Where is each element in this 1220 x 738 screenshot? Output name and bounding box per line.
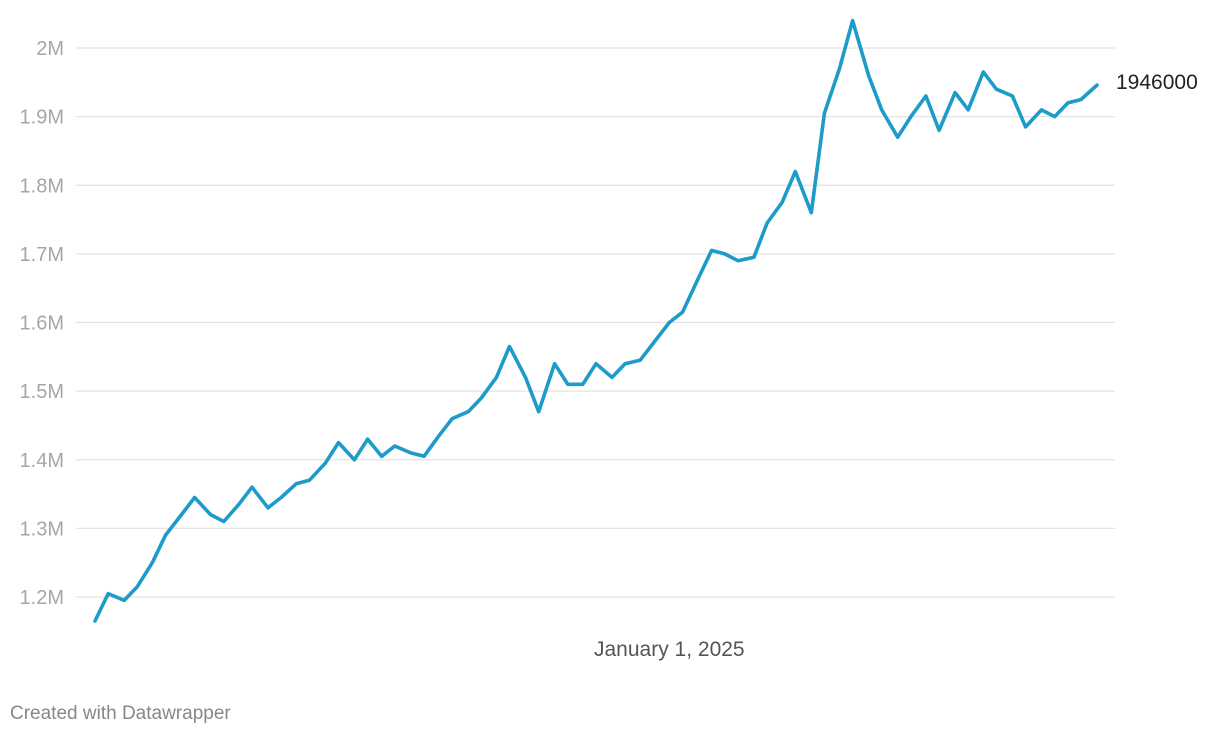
data-point	[164, 533, 167, 537]
data-point	[307, 478, 311, 482]
data-point	[294, 482, 298, 486]
data-point	[924, 94, 928, 98]
y-tick-label: 2M	[36, 38, 64, 60]
y-tick-label: 1.2M	[20, 587, 64, 609]
data-point	[106, 592, 110, 595]
data-point	[793, 170, 797, 173]
data-point	[135, 585, 139, 589]
data-point	[880, 108, 884, 112]
data-point	[581, 382, 585, 386]
data-point	[1024, 125, 1027, 129]
data-point	[450, 417, 454, 420]
data-point	[250, 485, 254, 489]
data-point	[610, 376, 614, 379]
data-point	[995, 87, 998, 91]
data-point	[150, 561, 154, 565]
data-point	[524, 376, 527, 379]
y-axis: 1.2M 1.3M 1.4M 1.5M 1.6M 1.7M 1.8M 1.9M 2M	[20, 38, 64, 609]
data-point	[752, 255, 756, 259]
data-point	[651, 341, 655, 345]
y-tick-label: 1.4M	[20, 450, 64, 472]
data-point	[723, 252, 727, 256]
line-chart: 1.2M 1.3M 1.4M 1.5M 1.6M 1.7M 1.8M 1.9M 2M Janua…	[20, 18, 1198, 661]
data-point	[422, 454, 426, 458]
data-point	[279, 496, 283, 499]
data-point	[1079, 98, 1083, 101]
data-point	[337, 441, 340, 444]
x-tick-label: January 1, 2025	[594, 638, 745, 661]
data-point	[981, 70, 985, 74]
data-point	[409, 451, 413, 455]
data-point	[1040, 108, 1043, 112]
data-point	[466, 410, 470, 414]
grid-lines	[76, 47, 1115, 598]
data-point	[1066, 101, 1070, 105]
data-point	[266, 506, 270, 510]
data-point	[209, 513, 213, 516]
data-point	[710, 249, 713, 252]
credit-text: Created with Datawrapper	[10, 703, 231, 724]
data-point	[809, 211, 813, 215]
data-point	[638, 358, 642, 362]
y-tick-label: 1.9M	[20, 107, 64, 129]
data-point	[222, 520, 226, 523]
series-line	[93, 18, 1099, 623]
end-value-label: 1946000	[1116, 71, 1198, 94]
data-point	[823, 111, 826, 115]
data-point	[623, 362, 627, 366]
data-point	[508, 345, 511, 348]
y-tick-label: 1.5M	[20, 381, 64, 403]
data-point	[681, 310, 684, 314]
x-axis: January 1, 2025	[594, 638, 745, 661]
data-point	[937, 128, 941, 132]
data-point	[838, 67, 841, 70]
data-point	[537, 410, 541, 414]
data-point	[553, 362, 556, 366]
data-point	[1095, 83, 1099, 87]
data-point	[736, 259, 740, 263]
data-point	[1011, 94, 1014, 98]
data-point	[953, 91, 957, 94]
data-point	[495, 376, 498, 379]
data-point	[851, 19, 854, 22]
data-point	[366, 437, 369, 441]
y-tick-label: 1.3M	[20, 518, 64, 540]
data-point	[909, 115, 913, 118]
data-point	[437, 434, 441, 438]
data-point	[479, 396, 483, 400]
data-point	[180, 513, 183, 516]
data-point	[193, 496, 197, 499]
data-point	[966, 108, 970, 112]
data-point	[237, 503, 241, 506]
data-point	[380, 454, 384, 458]
data-point	[393, 444, 397, 448]
series-group	[93, 18, 1099, 623]
data-point	[780, 201, 784, 204]
data-point	[667, 321, 671, 324]
y-tick-label: 1.8M	[20, 175, 64, 197]
data-point	[353, 458, 356, 462]
data-point	[896, 135, 900, 139]
data-point	[867, 74, 870, 77]
data-point	[122, 599, 126, 602]
data-point	[1053, 115, 1057, 118]
y-tick-label: 1.6M	[20, 313, 64, 335]
data-point	[323, 461, 327, 465]
data-point	[566, 382, 570, 386]
data-point	[93, 619, 97, 623]
data-point	[697, 276, 700, 280]
data-point	[594, 362, 598, 366]
data-point	[765, 221, 769, 225]
y-tick-label: 1.7M	[20, 244, 64, 266]
